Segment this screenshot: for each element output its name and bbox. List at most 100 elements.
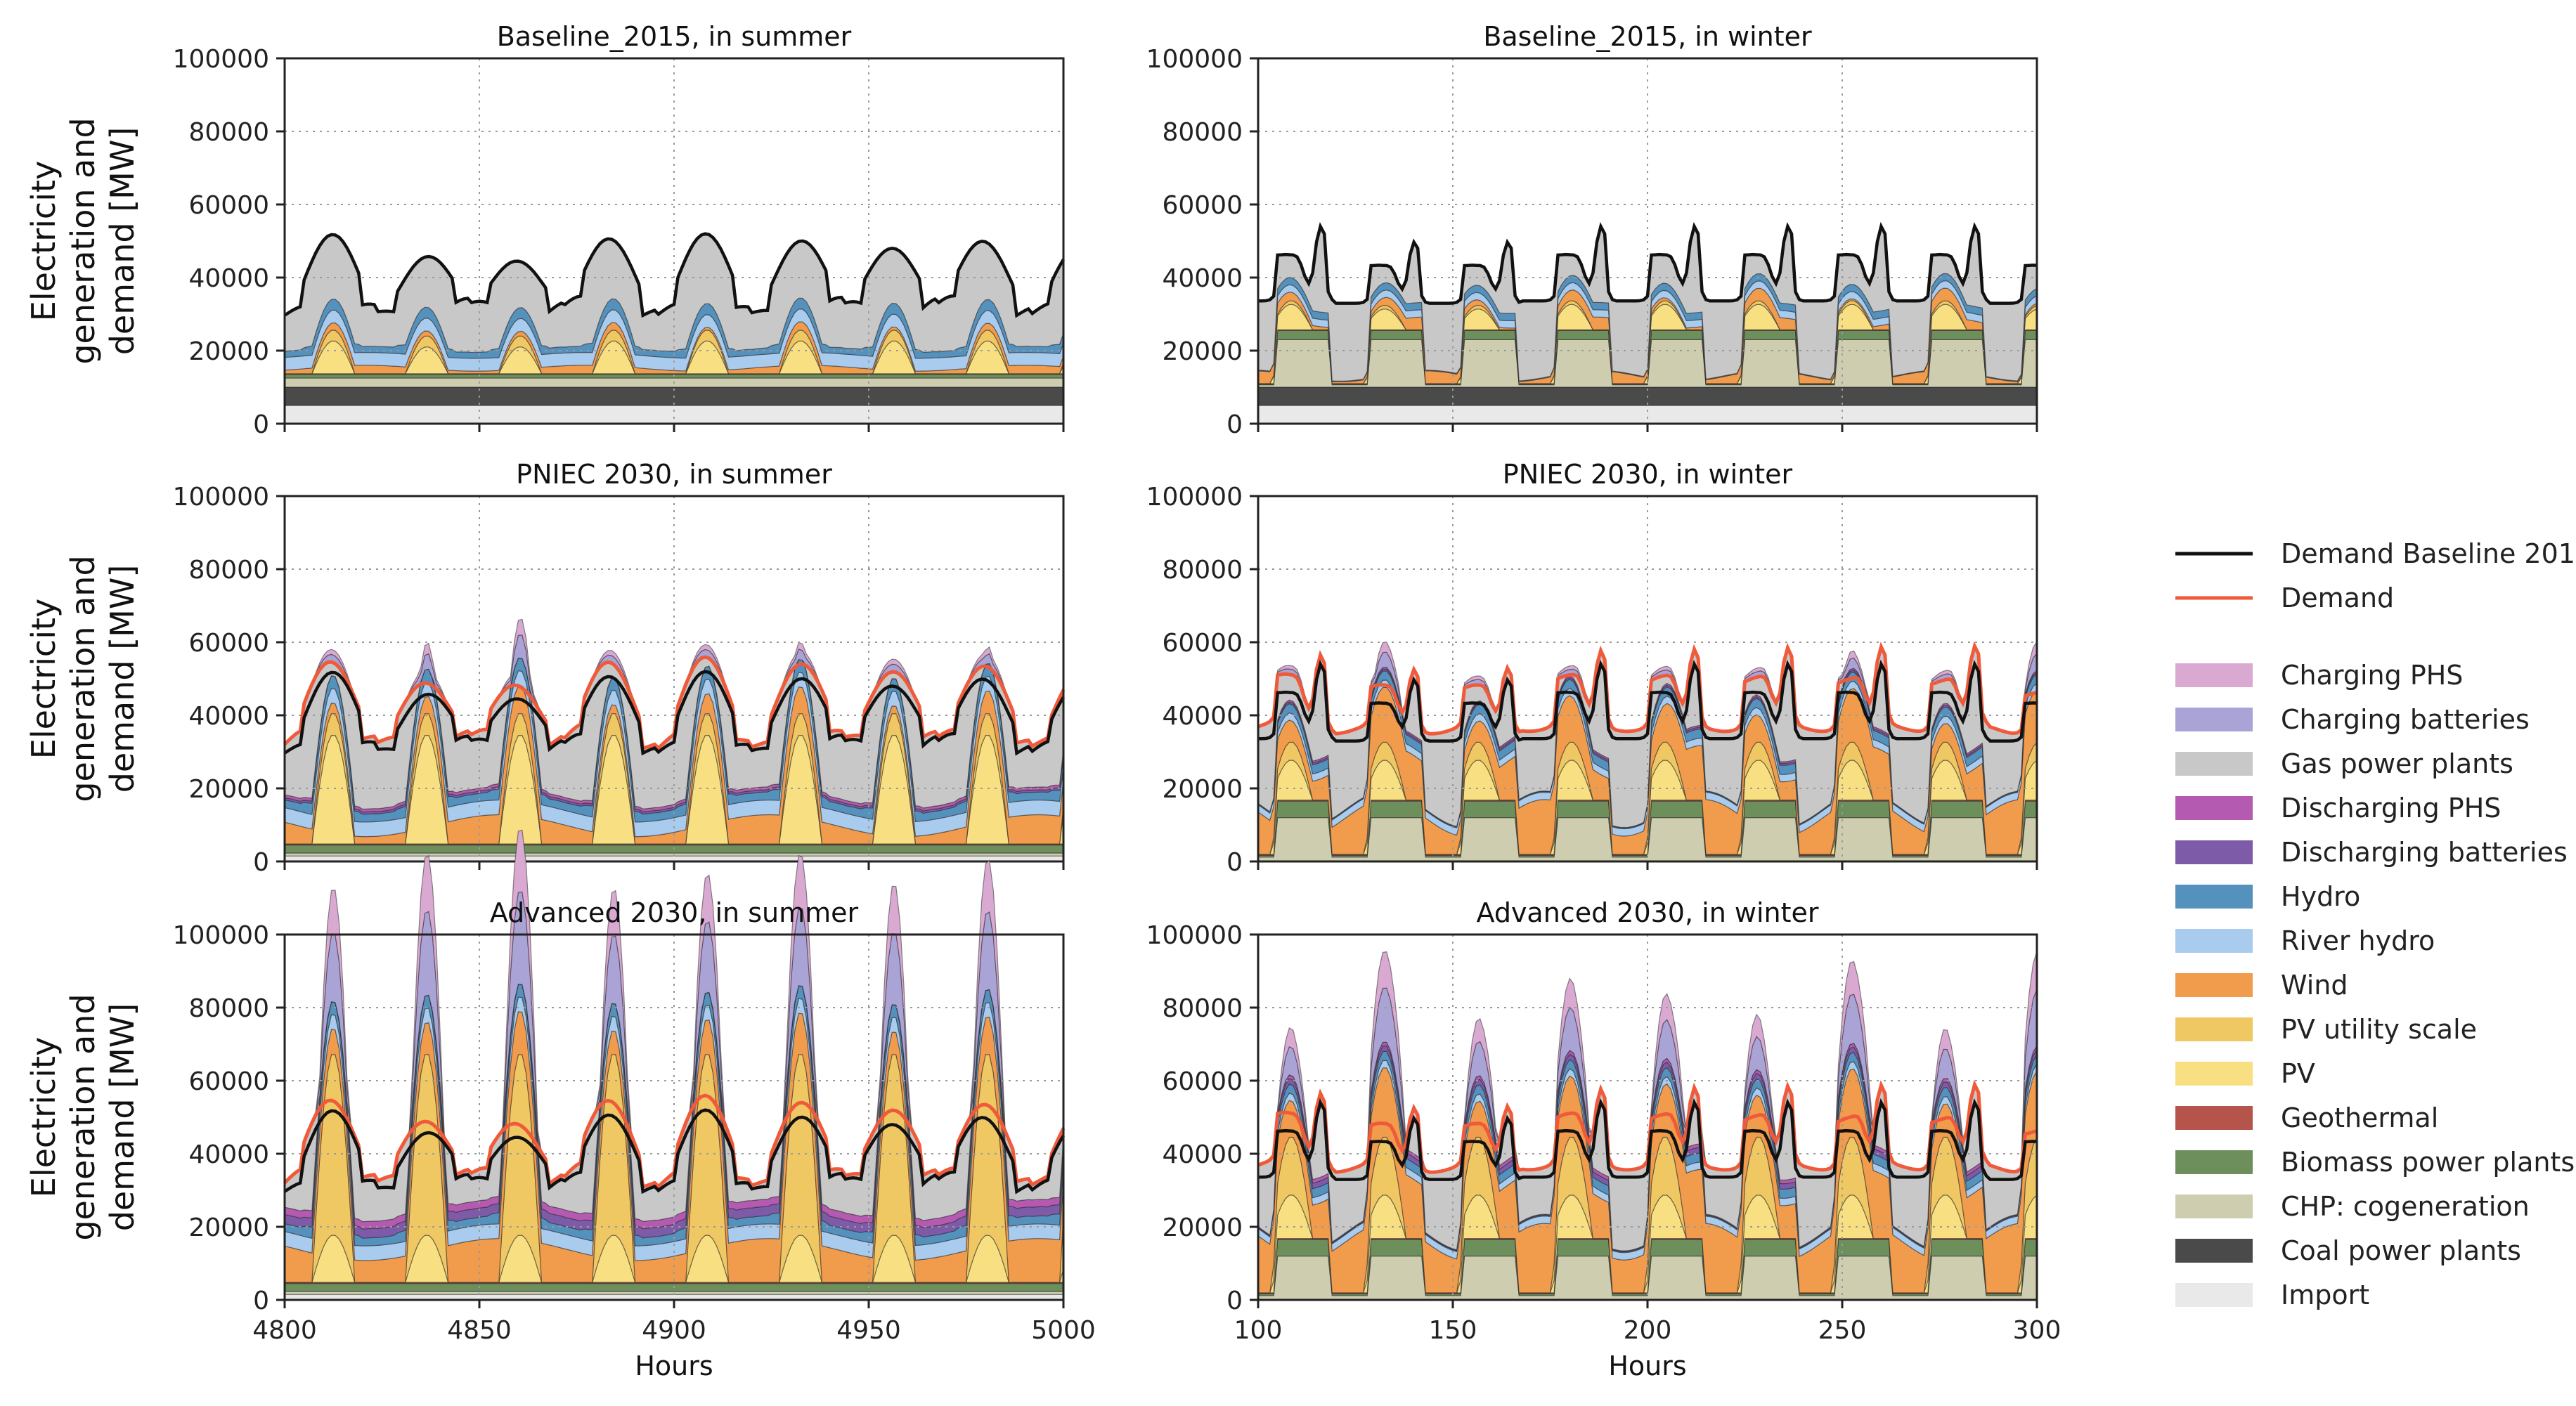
area-import-b15w <box>1257 405 2038 424</box>
y-axis-label-line: Electricity <box>25 161 63 322</box>
legend-swatch <box>2175 929 2253 953</box>
ytick-label: 20000 <box>1162 337 1243 366</box>
ytick-label: 40000 <box>188 702 269 731</box>
ytick-label: 80000 <box>188 556 269 585</box>
panel-adw: 0 20000 40000 60000 80000 100000 100 150 200 250 3… <box>1146 897 2062 1381</box>
ytick-label: 60000 <box>1162 191 1243 220</box>
xtick-label: 200 <box>1624 1316 1672 1345</box>
legend: Demand Baseline 2015 Demand Charging PHS Ch… <box>2175 538 2576 1310</box>
ytick-label: 100000 <box>1146 921 1243 950</box>
panel-title: Advanced 2030, in winter <box>1477 897 1819 928</box>
panel-pns: 0 20000 40000 60000 80000 100000 PNIEC 2030, i… <box>25 459 1066 877</box>
legend-label: Hydro <box>2281 881 2360 912</box>
legend-swatch <box>2175 708 2253 731</box>
legend-swatch <box>2175 1062 2253 1086</box>
legend-swatch <box>2175 1150 2253 1174</box>
xtick-label: 250 <box>1818 1316 1867 1345</box>
x-axis-label: Hours <box>635 1350 713 1381</box>
legend-item-hydro: Hydro <box>2175 881 2360 912</box>
ytick-label: 60000 <box>1162 629 1243 658</box>
ytick-label: 0 <box>1226 1287 1243 1315</box>
y-axis-label-line: demand [MW] <box>103 565 141 793</box>
legend-swatch <box>2175 796 2253 820</box>
y-axis-label-line: Electricity <box>25 599 63 760</box>
ytick-label: 80000 <box>1162 994 1243 1023</box>
legend-label: CHP: cogeneration <box>2281 1191 2530 1222</box>
legend-item-chp-cogeneration: CHP: cogeneration <box>2175 1191 2530 1222</box>
legend-item-coal-power-plants: Coal power plants <box>2175 1235 2521 1266</box>
y-axis-label-line: generation and <box>64 555 102 802</box>
ytick-label: 80000 <box>188 994 269 1023</box>
legend-item-demand-baseline-2015: Demand Baseline 2015 <box>2175 538 2576 569</box>
legend-label: Wind <box>2281 970 2348 1001</box>
xtick-label: 300 <box>2013 1316 2062 1345</box>
legend-swatch <box>2175 1017 2253 1041</box>
ytick-label: 100000 <box>1146 45 1243 74</box>
line-demand-baseline-b15w <box>1258 221 2038 305</box>
xtick-label: 4850 <box>447 1316 512 1345</box>
panel-title: PNIEC 2030, in summer <box>516 459 832 490</box>
legend-swatch <box>2175 1239 2253 1263</box>
legend-label: Geothermal <box>2281 1102 2438 1133</box>
xtick-label: 5000 <box>1031 1316 1096 1345</box>
ytick-label: 80000 <box>1162 118 1243 147</box>
panel-ads: 0 20000 40000 60000 80000 100000 4800 4850 4900 4… <box>25 829 1096 1381</box>
legend-swatch <box>2175 840 2253 864</box>
line-demand-baseline-pnw <box>1258 659 2038 743</box>
ytick-label: 40000 <box>1162 702 1243 731</box>
line-demand-baseline-b15s <box>283 232 1065 318</box>
line-demand-baseline-pns <box>283 670 1065 756</box>
ytick-label: 0 <box>1226 410 1243 439</box>
legend-swatch <box>2175 1106 2253 1130</box>
ytick-label: 20000 <box>1162 775 1243 804</box>
y-axis-label: Electricity generation and demand [MW] <box>25 994 141 1240</box>
legend-item-demand: Demand <box>2175 582 2394 613</box>
legend-label: PV utility scale <box>2281 1014 2477 1045</box>
area-gas-power-plants-b15s <box>284 233 1064 353</box>
panel-title: Baseline_2015, in summer <box>497 21 852 52</box>
ytick-label: 60000 <box>188 191 269 220</box>
legend-label: Coal power plants <box>2281 1235 2521 1266</box>
ytick-label: 0 <box>1226 848 1243 877</box>
ytick-label: 20000 <box>1162 1213 1243 1242</box>
ytick-label: 100000 <box>173 483 269 512</box>
legend-item-pv-utility-scale: PV utility scale <box>2175 1014 2477 1045</box>
ytick-label: 20000 <box>188 1213 269 1242</box>
y-axis-label-line: Electricity <box>25 1037 63 1198</box>
line-demand-baseline-ads <box>283 1108 1065 1195</box>
legend-swatch <box>2175 973 2253 997</box>
y-axis-label: Electricity generation and demand [MW] <box>25 117 141 364</box>
legend-item-biomass-power-plants: Biomass power plants <box>2175 1147 2575 1178</box>
ytick-label: 100000 <box>1146 483 1243 512</box>
ytick-label: 80000 <box>188 118 269 147</box>
legend-label: Charging PHS <box>2281 660 2463 691</box>
legend-label: Gas power plants <box>2281 748 2513 779</box>
legend-swatch <box>2175 885 2253 909</box>
legend-label: Biomass power plants <box>2281 1147 2575 1178</box>
legend-label: Import <box>2281 1280 2369 1310</box>
y-axis-label-line: demand [MW] <box>103 1003 141 1232</box>
legend-label: Discharging batteries <box>2281 837 2568 868</box>
legend-label: Demand Baseline 2015 <box>2281 538 2576 569</box>
legend-item-import: Import <box>2175 1280 2369 1310</box>
legend-item-discharging-phs: Discharging PHS <box>2175 793 2501 824</box>
panel-b15s: 0 20000 40000 60000 80000 100000 Baseline_2015… <box>25 21 1065 439</box>
panel-b15w: 0 20000 40000 60000 80000 100000 Baseline_2015… <box>1146 21 2038 439</box>
legend-swatch <box>2175 1283 2253 1307</box>
legend-swatch <box>2175 752 2253 776</box>
legend-label: PV <box>2281 1058 2315 1089</box>
y-axis-label-line: generation and <box>64 994 102 1240</box>
legend-item-pv: PV <box>2175 1058 2315 1089</box>
legend-label: Demand <box>2281 582 2394 613</box>
panel-pnw: 0 20000 40000 60000 80000 100000 PNIEC 2030, i… <box>1146 459 2038 877</box>
xtick-label: 4950 <box>836 1316 901 1345</box>
xtick-label: 100 <box>1234 1316 1283 1345</box>
ytick-label: 80000 <box>1162 556 1243 585</box>
legend-label: Discharging PHS <box>2281 793 2501 824</box>
ytick-label: 0 <box>253 848 269 877</box>
ytick-label: 40000 <box>1162 1140 1243 1169</box>
ytick-label: 0 <box>253 1287 269 1315</box>
y-axis-label-line: demand [MW] <box>103 127 141 356</box>
legend-item-charging-batteries: Charging batteries <box>2175 704 2530 735</box>
